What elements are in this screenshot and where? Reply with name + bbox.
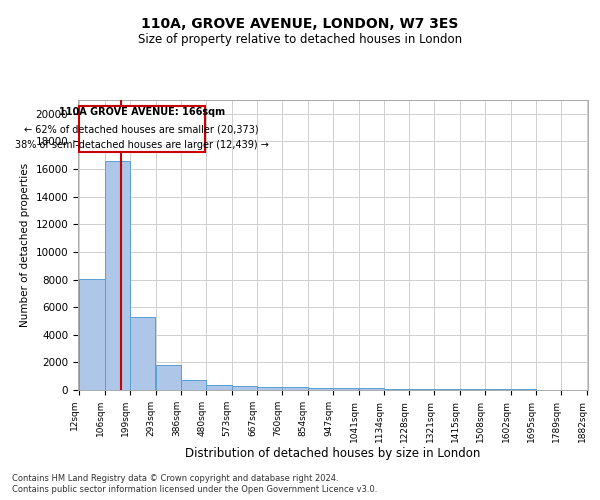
Bar <box>206 385 232 390</box>
Text: 110A, GROVE AVENUE, LONDON, W7 3ES: 110A, GROVE AVENUE, LONDON, W7 3ES <box>142 18 458 32</box>
Bar <box>79 106 205 152</box>
Bar <box>257 387 282 390</box>
Text: Size of property relative to detached houses in London: Size of property relative to detached ho… <box>138 32 462 46</box>
Bar <box>155 365 181 390</box>
Bar <box>333 388 358 390</box>
Bar <box>409 389 434 390</box>
Bar <box>460 389 485 390</box>
Bar <box>282 387 308 390</box>
Text: 110A GROVE AVENUE: 166sqm: 110A GROVE AVENUE: 166sqm <box>59 107 225 117</box>
Bar <box>359 388 384 390</box>
Text: Contains HM Land Registry data © Crown copyright and database right 2024.: Contains HM Land Registry data © Crown c… <box>12 474 338 483</box>
Text: ← 62% of detached houses are smaller (20,373): ← 62% of detached houses are smaller (20… <box>25 124 259 134</box>
X-axis label: Distribution of detached houses by size in London: Distribution of detached houses by size … <box>185 448 481 460</box>
Bar <box>308 388 333 390</box>
Y-axis label: Number of detached properties: Number of detached properties <box>20 163 30 327</box>
Bar <box>79 279 104 390</box>
Bar <box>232 386 257 390</box>
Bar <box>384 389 409 390</box>
Bar <box>130 317 155 390</box>
Bar <box>105 161 130 390</box>
Bar <box>434 389 460 390</box>
Text: Contains public sector information licensed under the Open Government Licence v3: Contains public sector information licen… <box>12 485 377 494</box>
Bar <box>181 380 206 390</box>
Text: 38% of semi-detached houses are larger (12,439) →: 38% of semi-detached houses are larger (… <box>15 140 269 149</box>
